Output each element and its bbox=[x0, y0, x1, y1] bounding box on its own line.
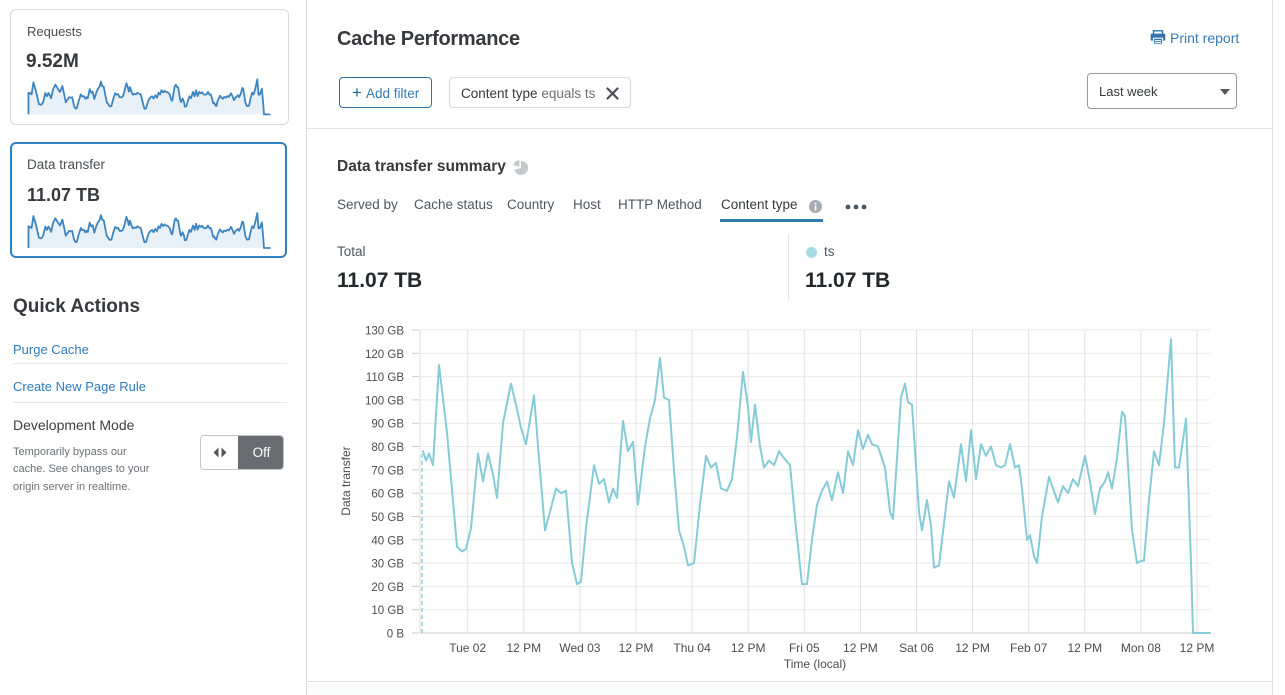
svg-text:90 GB: 90 GB bbox=[371, 419, 404, 431]
svg-text:40 GB: 40 GB bbox=[371, 535, 404, 547]
svg-text:12 PM: 12 PM bbox=[1067, 641, 1102, 655]
svg-text:Thu 04: Thu 04 bbox=[673, 641, 711, 655]
svg-text:10 GB: 10 GB bbox=[371, 605, 404, 617]
svg-text:Feb 07: Feb 07 bbox=[1010, 641, 1048, 655]
svg-text:Fri 05: Fri 05 bbox=[789, 641, 820, 655]
svg-text:12 PM: 12 PM bbox=[731, 641, 766, 655]
svg-text:Mon 08: Mon 08 bbox=[1121, 641, 1161, 655]
svg-text:70 GB: 70 GB bbox=[371, 465, 404, 477]
svg-text:50 GB: 50 GB bbox=[371, 512, 404, 524]
svg-text:Wed 03: Wed 03 bbox=[559, 641, 600, 655]
svg-text:20 GB: 20 GB bbox=[371, 582, 404, 594]
svg-text:12 PM: 12 PM bbox=[1180, 641, 1215, 655]
svg-text:120 GB: 120 GB bbox=[365, 349, 404, 361]
svg-text:12 PM: 12 PM bbox=[619, 641, 654, 655]
svg-text:12 PM: 12 PM bbox=[955, 641, 990, 655]
svg-text:12 PM: 12 PM bbox=[843, 641, 878, 655]
svg-text:Sat 06: Sat 06 bbox=[899, 641, 934, 655]
svg-text:12 PM: 12 PM bbox=[506, 641, 541, 655]
svg-text:60 GB: 60 GB bbox=[371, 489, 404, 501]
svg-text:100 GB: 100 GB bbox=[365, 395, 404, 407]
svg-text:80 GB: 80 GB bbox=[371, 442, 404, 454]
svg-text:0 B: 0 B bbox=[387, 629, 405, 641]
svg-text:Tue 02: Tue 02 bbox=[449, 641, 486, 655]
svg-text:30 GB: 30 GB bbox=[371, 559, 404, 571]
svg-text:130 GB: 130 GB bbox=[365, 326, 404, 338]
svg-text:Data transfer: Data transfer bbox=[339, 446, 353, 515]
svg-text:Time (local): Time (local) bbox=[784, 657, 846, 671]
svg-text:110 GB: 110 GB bbox=[366, 372, 404, 384]
